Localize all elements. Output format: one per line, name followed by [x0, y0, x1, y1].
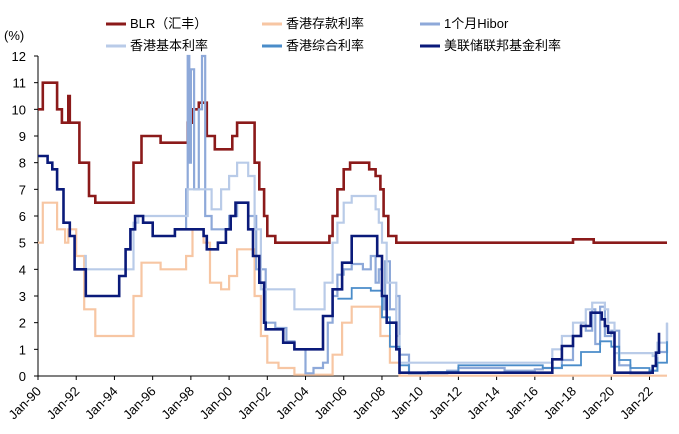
x-tick-label: Jan-10 [388, 384, 427, 423]
x-tick-label: Jan-90 [5, 384, 44, 423]
series-line-1 [38, 201, 667, 377]
x-tick-label: Jan-00 [196, 384, 235, 423]
y-tick-label: 9 [19, 129, 26, 144]
legend-label-3: 香港基本利率 [130, 38, 208, 53]
x-tick-label: Jan-16 [502, 384, 541, 423]
x-tick-label: Jan-08 [349, 384, 388, 423]
series-line-3 [84, 161, 669, 364]
x-tick-label: Jan-20 [579, 384, 618, 423]
x-tick-label: Jan-96 [120, 384, 159, 423]
y-tick-label: 12 [12, 49, 26, 64]
y-tick-label: 11 [13, 76, 27, 91]
x-tick-label: Jan-18 [540, 384, 579, 423]
y-tick-label: 10 [12, 102, 26, 117]
x-tick-label: Jan-04 [273, 384, 312, 423]
y-tick-label: 1 [19, 342, 26, 357]
x-tick-label: Jan-14 [464, 384, 503, 423]
series-line-0 [38, 81, 667, 244]
legend: BLR（汇丰） 香港存款利率 1个月Hibor 香港基本利率 香港综合利率 美联储联邦基金… [106, 16, 561, 53]
y-unit-label: (%) [4, 28, 24, 43]
x-tick-label: Jan-12 [426, 384, 465, 423]
x-tick-label: Jan-02 [235, 384, 274, 423]
series-line-4 [337, 287, 668, 375]
y-tick-label: 8 [19, 156, 26, 171]
legend-label-2: 1个月Hibor [444, 16, 509, 31]
y-tick-label: 3 [19, 289, 26, 304]
y-tick-label: 5 [19, 236, 26, 251]
y-tick-label: 7 [19, 182, 26, 197]
legend-label-1: 香港存款利率 [286, 16, 364, 31]
legend-label-4: 香港综合利率 [286, 38, 364, 53]
legend-label-0: BLR（汇丰） [130, 16, 207, 31]
x-tick-label: Jan-94 [82, 384, 121, 423]
series-line-5 [38, 154, 661, 374]
x-tick-label: Jan-98 [158, 384, 197, 423]
legend-label-5: 美联储联邦基金利率 [444, 38, 561, 53]
series-line-2 [179, 54, 669, 375]
y-tick-label: 2 [19, 316, 26, 331]
x-tick-label: Jan-22 [617, 384, 656, 423]
x-tick-label: Jan-92 [44, 384, 83, 423]
y-tick-label: 4 [19, 262, 26, 277]
y-tick-label: 0 [19, 369, 26, 384]
x-tick-label: Jan-06 [311, 384, 350, 423]
series-lines [38, 54, 669, 377]
y-tick-label: 6 [19, 209, 26, 224]
